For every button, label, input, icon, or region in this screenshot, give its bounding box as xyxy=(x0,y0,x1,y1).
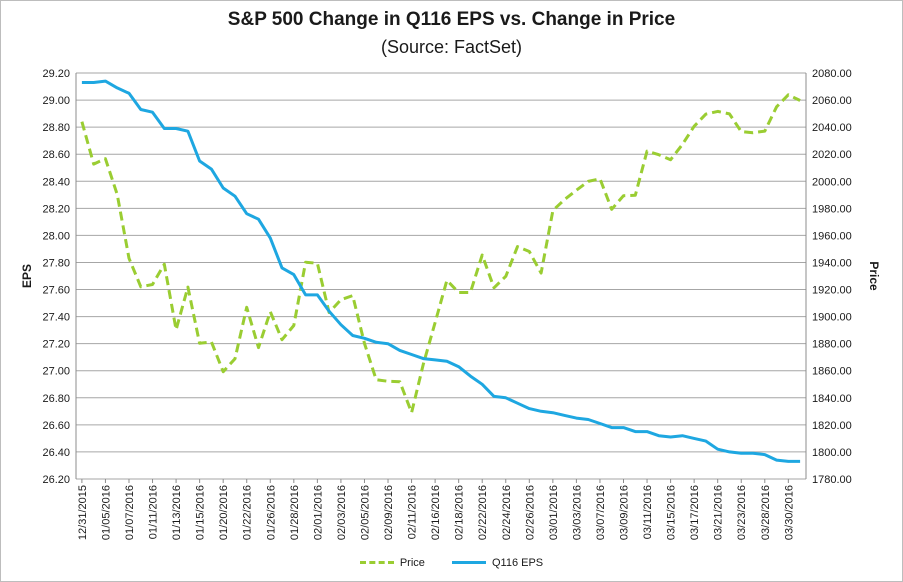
grid-lines xyxy=(75,72,807,480)
x-tick-label: 02/11/2016 xyxy=(407,485,419,539)
y-left-tick-label: 27.60 xyxy=(42,285,70,297)
x-tick-label: 01/11/2016 xyxy=(148,485,160,539)
legend-swatch-price xyxy=(359,561,394,564)
y-left-tick-label: 26.80 xyxy=(42,393,70,405)
y-left-tick-label: 29.20 xyxy=(42,68,70,80)
legend-label-price: Price xyxy=(399,556,425,569)
y-right-tick-label: 2020.00 xyxy=(812,149,852,161)
chart-subtitle: (Source: FactSet) xyxy=(380,37,523,57)
y-left-tick-label: 27.40 xyxy=(42,312,70,324)
y-right-tick-label: 1880.00 xyxy=(812,339,852,351)
series-layer xyxy=(80,79,801,463)
y-right-tick-label: 2060.00 xyxy=(812,95,852,107)
y-right-tick-label: 1820.00 xyxy=(812,420,852,432)
x-axis-ticks: 12/31/2015 01/05/2016 01/07/2016 01/11/2016… xyxy=(77,479,795,540)
y-right-tick-label: 1840.00 xyxy=(812,393,852,405)
x-tick-label: 02/26/2016 xyxy=(524,485,536,540)
x-tick-label: 03/03/2016 xyxy=(571,485,583,540)
x-tick-label: 03/07/2016 xyxy=(595,485,607,540)
x-tick-label: 03/21/2016 xyxy=(713,485,725,540)
x-tick-label: 02/24/2016 xyxy=(501,485,513,540)
x-tick-label: 03/17/2016 xyxy=(689,485,701,540)
x-tick-label: 03/15/2016 xyxy=(666,485,678,540)
y-left-tick-label: 27.20 xyxy=(42,339,70,351)
x-tick-label: 01/22/2016 xyxy=(242,485,254,540)
x-tick-label: 02/22/2016 xyxy=(477,485,489,540)
y-right-tick-label: 2000.00 xyxy=(812,176,852,188)
series-line-price xyxy=(80,93,801,415)
x-tick-label: 03/30/2016 xyxy=(783,485,795,540)
x-tick-label: 01/05/2016 xyxy=(100,485,112,540)
legend-item-price: Price xyxy=(359,556,425,569)
y-right-tick-label: 2080.00 xyxy=(812,68,852,80)
x-tick-label: 02/01/2016 xyxy=(312,485,324,540)
x-tick-label: 01/13/2016 xyxy=(171,485,183,540)
legend-swatch-eps xyxy=(451,561,486,564)
x-tick-label: 01/20/2016 xyxy=(218,485,230,540)
x-tick-label: 01/26/2016 xyxy=(265,485,277,540)
x-tick-label: 03/23/2016 xyxy=(736,485,748,540)
x-tick-label: 01/28/2016 xyxy=(289,485,301,540)
y-right-tick-label: 1980.00 xyxy=(812,203,852,215)
x-tick-label: 02/03/2016 xyxy=(336,485,348,540)
y-right-tick-label: 1960.00 xyxy=(812,230,852,242)
y-left-tick-label: 28.60 xyxy=(42,149,70,161)
x-tick-label: 02/18/2016 xyxy=(454,485,466,540)
y-left-tick-label: 26.40 xyxy=(42,447,70,459)
y-right-tick-label: 1940.00 xyxy=(812,257,852,269)
x-tick-label: 03/01/2016 xyxy=(548,485,560,540)
x-tick-label: 02/16/2016 xyxy=(430,485,442,540)
series-line-eps xyxy=(81,79,801,463)
legend-item-eps: Q116 EPS xyxy=(451,556,544,569)
y-left-tick-label: 26.60 xyxy=(42,420,70,432)
y-left-tick-label: 27.80 xyxy=(42,257,70,269)
y-left-tick-label: 28.40 xyxy=(42,176,70,188)
x-tick-label: 03/28/2016 xyxy=(760,485,772,540)
x-tick-label: 03/11/2016 xyxy=(642,485,654,539)
legend-label-eps: Q116 EPS xyxy=(491,556,544,569)
x-tick-label: 12/31/2015 xyxy=(77,485,89,540)
chart-title: S&P 500 Change in Q116 EPS vs. Change in… xyxy=(227,9,676,30)
x-tick-label: 02/09/2016 xyxy=(383,485,395,540)
y-left-tick-label: 27.00 xyxy=(42,366,70,378)
y-right-tick-label: 1780.00 xyxy=(812,474,852,486)
y-left-tick-label: 29.00 xyxy=(42,95,70,107)
y-right-tick-label: 1800.00 xyxy=(812,447,852,459)
x-tick-label: 01/07/2016 xyxy=(124,485,136,540)
x-tick-label: 02/05/2016 xyxy=(359,485,371,540)
y-axis-left-label: EPS xyxy=(20,264,34,288)
y-right-tick-label: 1900.00 xyxy=(812,312,852,324)
y-right-tick-label: 1860.00 xyxy=(812,366,852,378)
chart-legend: Price Q116 EPS xyxy=(0,555,903,569)
y-left-tick-label: 28.00 xyxy=(42,230,70,242)
left-axis-ticks: 26.20 26.40 26.60 26.80 27.00 27.20 27.40 27.60… xyxy=(42,68,70,486)
y-right-tick-label: 1920.00 xyxy=(812,285,852,297)
x-tick-label: 03/09/2016 xyxy=(619,485,631,540)
x-tick-label: 01/15/2016 xyxy=(195,485,207,540)
y-right-tick-label: 2040.00 xyxy=(812,122,852,134)
y-left-tick-label: 28.80 xyxy=(42,122,70,134)
y-left-tick-label: 26.20 xyxy=(42,474,70,486)
y-axis-right-label: Price xyxy=(867,261,881,291)
y-left-tick-label: 28.20 xyxy=(42,203,70,215)
right-axis-ticks: 1780.00 1800.00 1820.00 1840.00 1860.00 1880.… xyxy=(812,68,852,486)
